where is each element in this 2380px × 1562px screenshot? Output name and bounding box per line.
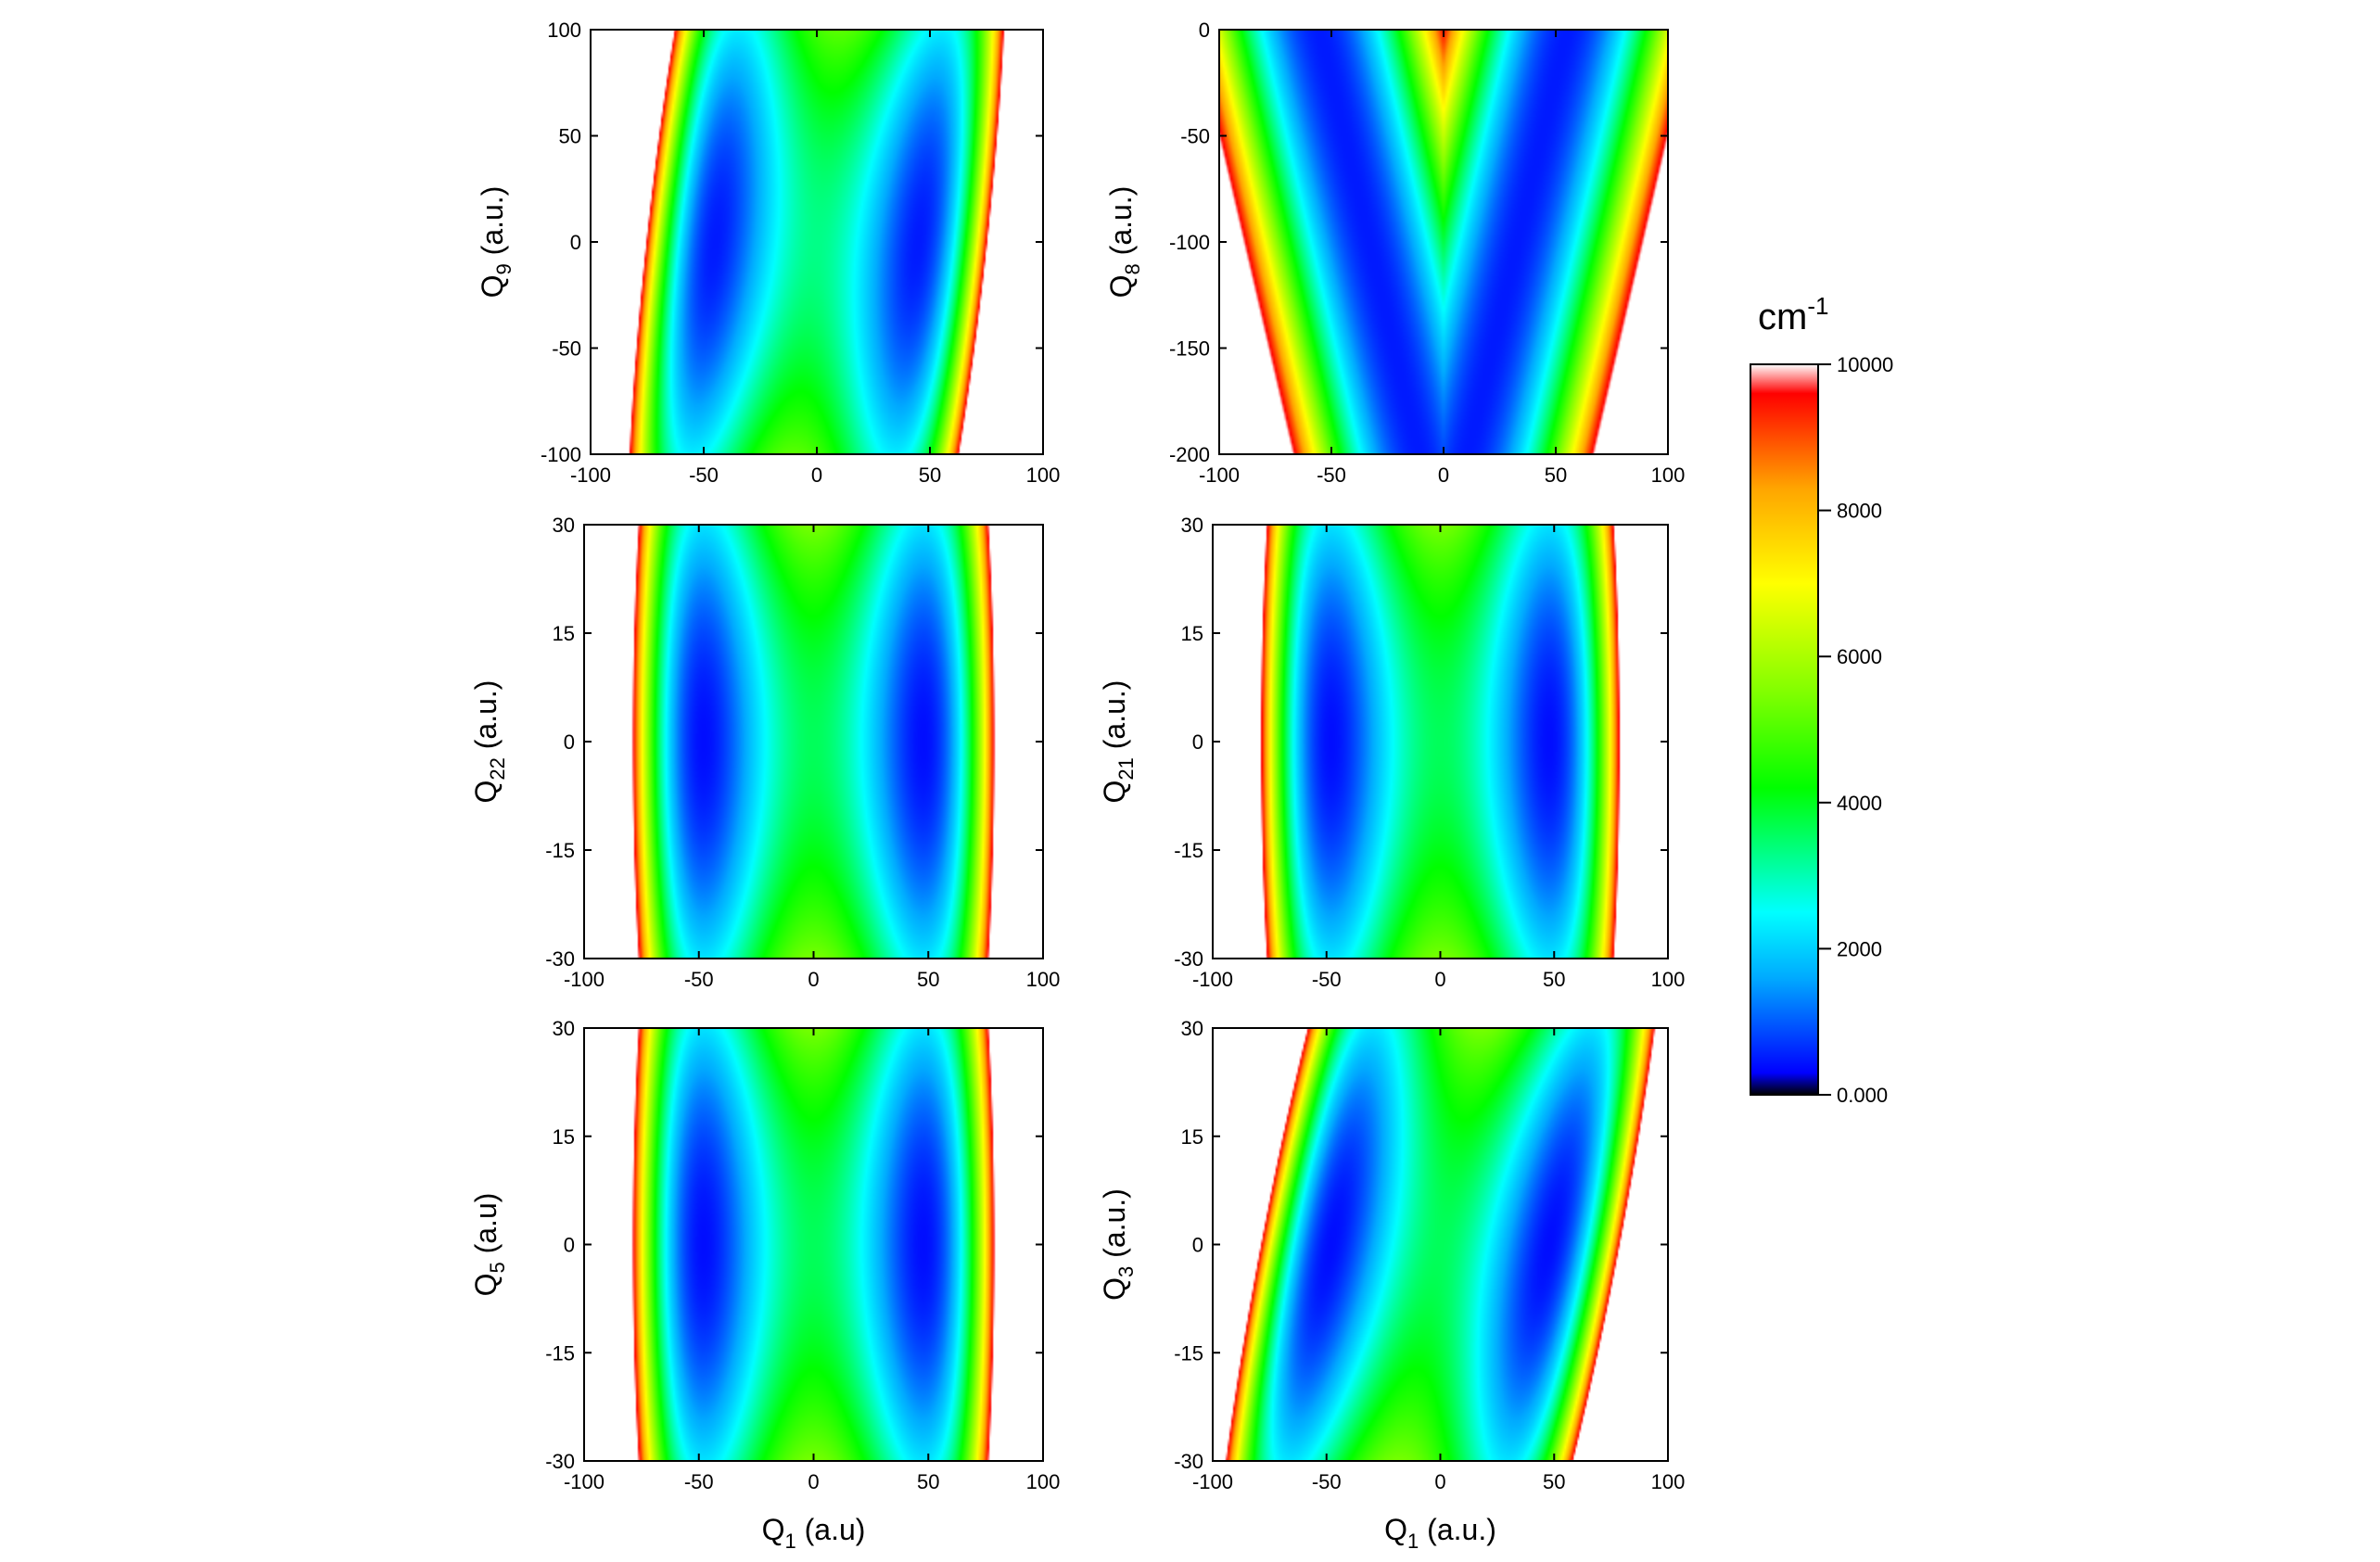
y-tick-label: -15 (1174, 839, 1203, 862)
panel-q1-q5: -100 -50 0 50 100 30 15 0 -15 -30 Q5 (a.u) Q1 (a.u) (469, 1017, 1060, 1553)
y-tick-label: -15 (545, 839, 575, 862)
x-tick-label: 50 (917, 1470, 939, 1493)
y-tick-label: -30 (545, 947, 575, 971)
y-tick-label: 15 (553, 622, 575, 645)
heatmap-q1-q3 (1213, 1028, 1668, 1461)
colorbar-label: 8000 (1837, 500, 1882, 523)
x-tick-label: -50 (684, 968, 714, 991)
x-tick-label: 50 (1543, 1470, 1565, 1493)
y-tick-label: 0 (564, 730, 575, 754)
panel-q1-q8: -100 -50 0 50 100 0 -50 -100 -150 -200 Q8 (a.u.) (1104, 19, 1685, 487)
y-axis-label: Q9 (a.u.) (476, 186, 515, 298)
x-tick-label: 50 (917, 968, 939, 991)
y-tick-label: -50 (552, 337, 581, 361)
x-tick-label: 100 (1651, 464, 1686, 487)
x-tick-label: -50 (1317, 464, 1346, 487)
y-tick-label: 15 (1181, 622, 1203, 645)
y-tick-label: 15 (1181, 1125, 1203, 1149)
y-tick-label: 0 (1199, 19, 1210, 42)
y-tick-label: -30 (545, 1450, 575, 1473)
heatmap-q1-q9 (591, 30, 1043, 454)
y-axis-label: Q22 (a.u.) (469, 680, 509, 804)
x-axis-label: Q1 (a.u) (762, 1513, 866, 1553)
heatmap-q1-q21 (1213, 525, 1668, 959)
y-tick-label: 0 (564, 1234, 575, 1257)
colorbar-gradient (1750, 363, 1819, 1096)
y-tick-label: 15 (553, 1125, 575, 1149)
colorbar-label: 4000 (1837, 792, 1882, 815)
x-tick-label: -100 (570, 464, 611, 487)
colorbar: 10000 8000 6000 4000 2000 0.000 cm-1 (1750, 292, 1893, 1107)
x-tick-label: 50 (1545, 464, 1567, 487)
panel-q1-q22: -100 -50 0 50 100 30 15 0 -15 -30 Q22 (a.u.) (469, 514, 1060, 991)
y-tick-label: 30 (1181, 514, 1203, 537)
y-tick-label: 30 (553, 514, 575, 537)
x-tick-label: 0 (811, 464, 822, 487)
colorbar-label: 6000 (1837, 645, 1882, 668)
y-tick-label: 30 (1181, 1017, 1203, 1040)
x-axis-label: Q1 (a.u.) (1384, 1513, 1496, 1553)
y-axis-label: Q21 (a.u.) (1098, 680, 1138, 804)
panel-q1-q21: -100 -50 0 50 100 30 15 0 -15 -30 Q21 (a.u.) (1098, 514, 1685, 991)
x-tick-label: 0 (1434, 1470, 1445, 1493)
y-tick-label: -100 (541, 443, 581, 466)
x-tick-label: -100 (564, 968, 605, 991)
y-tick-label: 100 (547, 19, 581, 42)
panel-q1-q3: -100 -50 0 50 100 30 15 0 -15 -30 Q3 (a.u.) Q1 (a.u… (1098, 1017, 1685, 1553)
colorbar-label: 0.000 (1837, 1084, 1888, 1107)
y-tick-label: 0 (1192, 1234, 1203, 1257)
x-tick-label: -100 (1192, 968, 1233, 991)
x-tick-label: -100 (564, 1470, 605, 1493)
x-tick-label: 100 (1026, 464, 1061, 487)
y-tick-label: -30 (1174, 1450, 1203, 1473)
x-tick-label: -100 (1192, 1470, 1233, 1493)
x-tick-label: 0 (1434, 968, 1445, 991)
colorbar-title: cm-1 (1758, 292, 1828, 337)
x-tick-label: 100 (1026, 968, 1061, 991)
x-tick-label: 0 (1438, 464, 1449, 487)
y-tick-label: -100 (1169, 231, 1210, 254)
x-tick-label: -50 (1312, 1470, 1342, 1493)
y-tick-label: 50 (559, 125, 581, 148)
x-tick-label: 100 (1651, 1470, 1686, 1493)
y-tick-label: -30 (1174, 947, 1203, 971)
x-tick-label: -50 (689, 464, 719, 487)
heatmap-q1-q5 (584, 1028, 1043, 1461)
x-tick-label: 100 (1026, 1470, 1061, 1493)
colorbar-label: 10000 (1837, 353, 1893, 376)
y-tick-label: -200 (1169, 443, 1210, 466)
y-axis-label: Q5 (a.u) (469, 1193, 509, 1297)
x-tick-label: 0 (808, 1470, 819, 1493)
heatmap-q1-q22 (584, 525, 1043, 959)
y-tick-label: -150 (1169, 337, 1210, 361)
y-axis-label: Q3 (a.u.) (1098, 1188, 1138, 1301)
x-tick-label: 0 (808, 968, 819, 991)
x-tick-label: -50 (1312, 968, 1342, 991)
heatmap-q1-q8 (1219, 30, 1668, 454)
x-tick-label: 50 (919, 464, 941, 487)
colorbar-label: 2000 (1837, 937, 1882, 960)
x-tick-label: -50 (684, 1470, 714, 1493)
y-tick-label: -50 (1180, 125, 1210, 148)
y-axis-label: Q8 (a.u.) (1104, 186, 1144, 298)
x-tick-label: -100 (1199, 464, 1240, 487)
y-tick-label: -15 (1174, 1341, 1203, 1365)
panel-q1-q9: -100 -50 0 50 100 100 50 0 -50 -100 Q9 (a.u.) (476, 19, 1060, 487)
y-tick-label: -15 (545, 1341, 575, 1365)
y-tick-label: 0 (570, 231, 581, 254)
y-tick-label: 30 (553, 1017, 575, 1040)
x-tick-label: 50 (1543, 968, 1565, 991)
x-tick-label: 100 (1651, 968, 1686, 991)
y-tick-label: 0 (1192, 730, 1203, 754)
